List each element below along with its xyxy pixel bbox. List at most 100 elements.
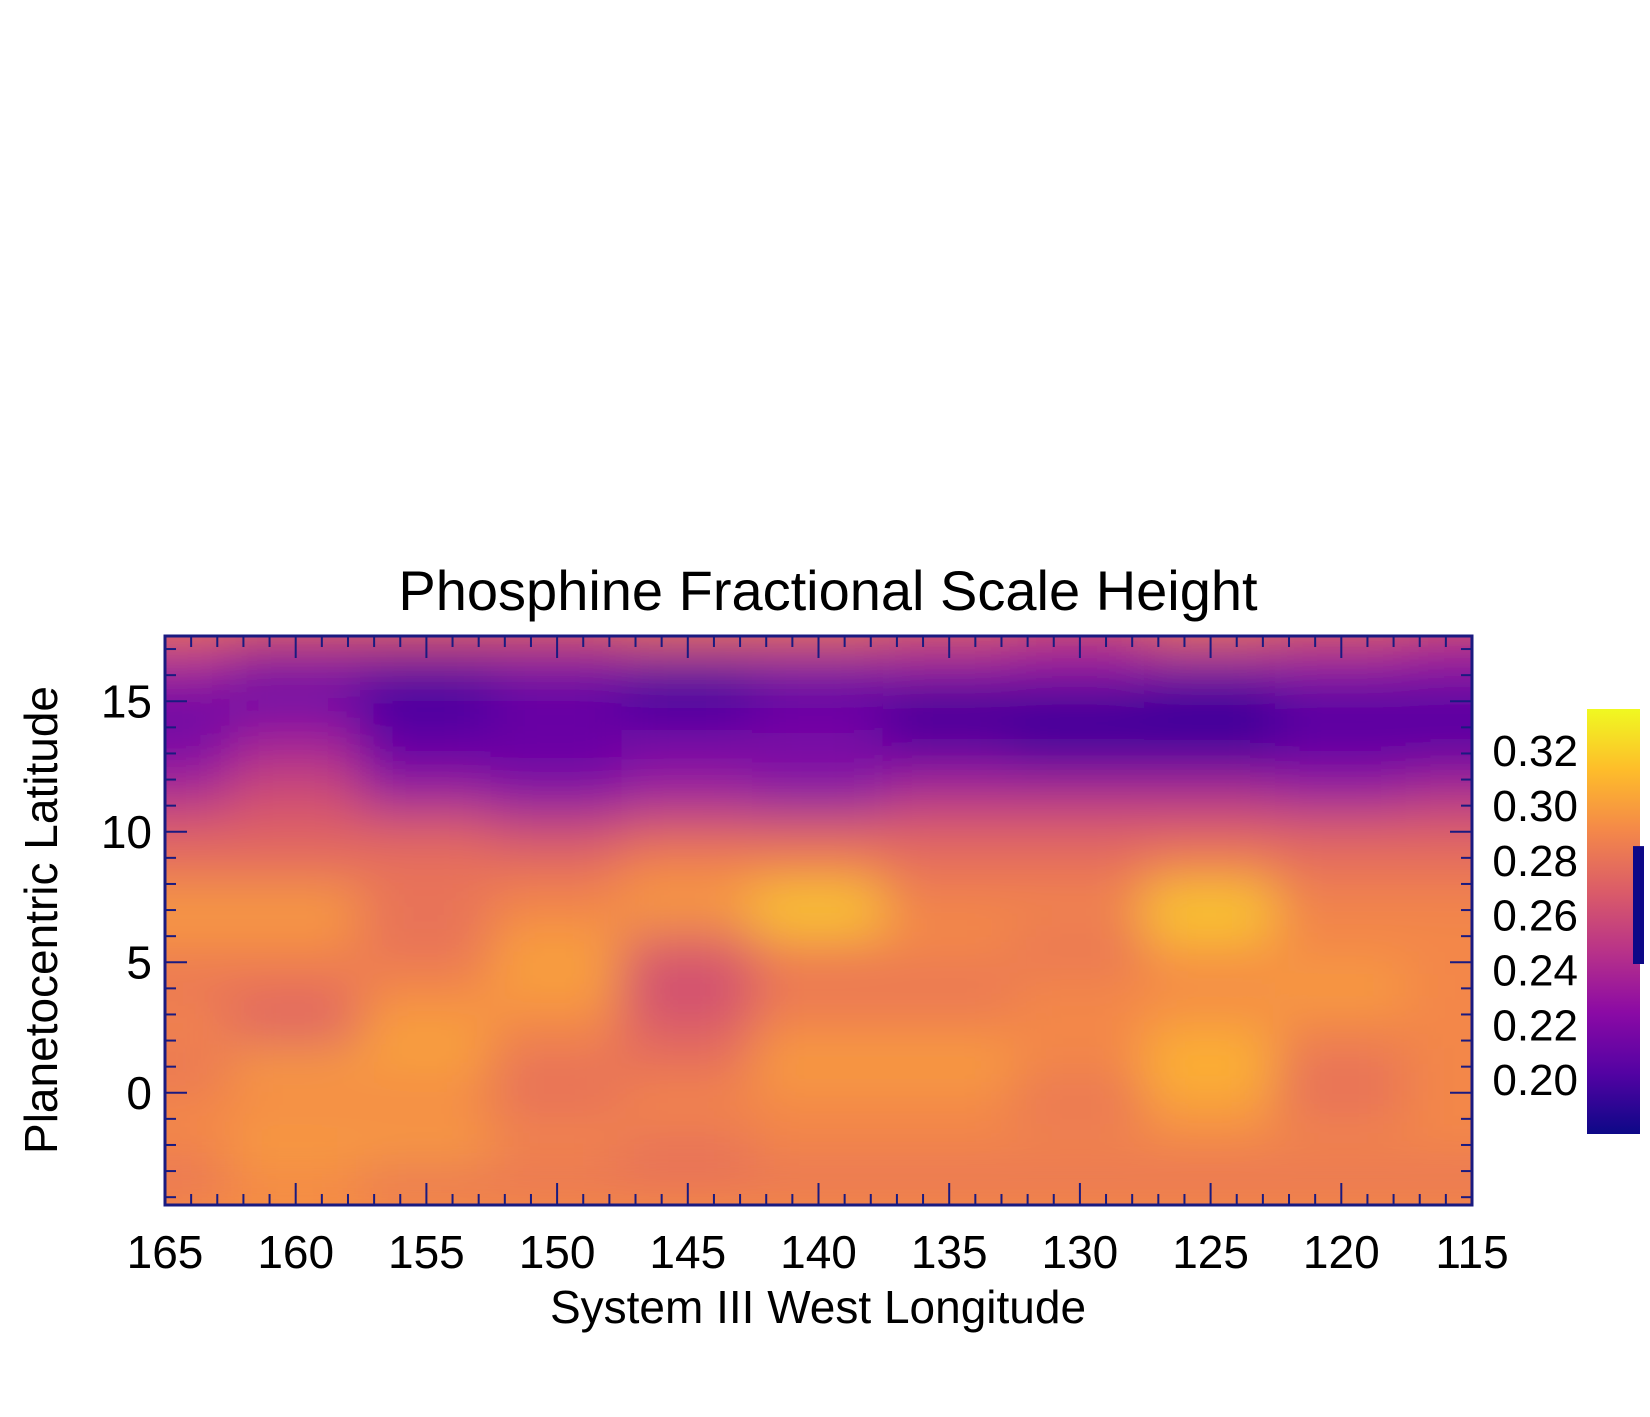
heatmap-cell <box>360 928 493 970</box>
heatmap-cell <box>621 850 755 892</box>
colorbar-tick-label: 0.24 <box>1492 946 1578 995</box>
heatmap-cell <box>165 732 232 775</box>
x-tick-label: 140 <box>780 1226 857 1278</box>
heatmap-cell <box>1013 693 1147 735</box>
heatmap-cell <box>1144 654 1277 696</box>
heatmap-cell <box>1405 732 1472 775</box>
colorbar-marker <box>1633 846 1644 964</box>
colorbar-tick-label: 0.20 <box>1492 1056 1578 1105</box>
heatmap-cell <box>752 928 885 970</box>
colorbar: 0.32 0.30 0.28 0.26 0.24 0.22 0.20 <box>1492 709 1644 1134</box>
heatmap-cell <box>1013 850 1147 892</box>
heatmap-cell <box>1405 1124 1472 1166</box>
heatmap-cell <box>1013 811 1147 853</box>
heatmap-cell <box>360 889 493 931</box>
heatmap-cell <box>1013 1046 1147 1088</box>
heatmap-cell <box>360 1006 493 1049</box>
y-tick-label: 0 <box>126 1067 152 1119</box>
heatmap-cell <box>621 1006 755 1049</box>
heatmap-cell <box>1144 811 1277 853</box>
heatmap-cell <box>1405 889 1472 931</box>
heatmap-cell <box>229 1124 363 1166</box>
heatmap-cell <box>882 1124 1016 1166</box>
heatmap-cell <box>882 732 1016 775</box>
heatmap-cell <box>1013 772 1147 814</box>
heatmap-cell <box>1405 654 1472 696</box>
heatmap-cell <box>1274 1124 1408 1166</box>
heatmap-cell <box>1013 967 1147 1009</box>
heatmap-cell <box>752 967 885 1009</box>
heatmap-cell <box>882 693 1016 735</box>
heatmap-cell <box>882 1085 1016 1127</box>
heatmap-cell <box>1144 772 1277 814</box>
heatmap-cell <box>490 693 624 735</box>
heatmap-cell <box>621 928 755 970</box>
heatmap-cell <box>229 1046 363 1088</box>
x-tick-label: 115 <box>1435 1226 1508 1278</box>
heatmap-cell <box>1405 636 1472 657</box>
heatmap-cell <box>752 889 885 931</box>
heatmap-cell <box>360 967 493 1009</box>
x-tick-label: 165 <box>127 1226 204 1278</box>
heatmap-cell <box>360 1124 493 1166</box>
heatmap-cell <box>1013 654 1147 696</box>
heatmap-cell <box>1274 732 1408 775</box>
heatmap-cell <box>229 967 363 1009</box>
heatmap-cell <box>490 889 624 931</box>
heatmap-cell <box>490 1046 624 1088</box>
heatmap-cell <box>1013 928 1147 970</box>
heatmap-cell <box>752 1046 885 1088</box>
heatmap-cell <box>1013 732 1147 775</box>
heatmap-cell <box>621 967 755 1009</box>
heatmap-cell <box>1013 889 1147 931</box>
colorbar-gradient <box>1587 709 1640 1134</box>
heatmap-cell <box>882 772 1016 814</box>
heatmap-cell <box>165 889 232 931</box>
heatmap-cell <box>229 928 363 970</box>
heatmap-cell <box>621 732 755 775</box>
heatmap-cell <box>621 1124 755 1166</box>
heatmap-cell <box>360 811 493 853</box>
heatmap-cell <box>490 967 624 1009</box>
heatmap-cell <box>360 654 493 696</box>
heatmap-cell <box>360 1085 493 1127</box>
x-axis-tick-labels: 165 160 155 150 145 140 135 130 125 120 115 <box>127 1226 1509 1278</box>
y-axis-label: Planetocentric Latitude <box>15 686 67 1154</box>
heatmap-cell <box>752 850 885 892</box>
colorbar-tick-label: 0.30 <box>1492 782 1578 831</box>
heatmap-cell <box>1144 732 1277 775</box>
heatmap-cell <box>229 732 363 775</box>
x-tick-label: 120 <box>1303 1226 1380 1278</box>
heatmap-cell <box>1144 889 1277 931</box>
heatmap-cell <box>882 1046 1016 1088</box>
heatmap-cell <box>229 1085 363 1127</box>
heatmap-cell <box>1274 693 1408 735</box>
heatmap-cell <box>165 850 232 892</box>
colorbar-tick-label: 0.22 <box>1492 1001 1578 1050</box>
y-axis-ticks <box>165 648 1472 1199</box>
heatmap-cells <box>165 636 1472 1205</box>
x-tick-label: 130 <box>1042 1226 1119 1278</box>
heatmap-cell <box>621 889 755 931</box>
heatmap-cell <box>1405 850 1472 892</box>
heatmap-cell <box>1144 1085 1277 1127</box>
heatmap-cell <box>752 772 885 814</box>
heatmap-cell <box>1274 1085 1408 1127</box>
heatmap-cell <box>752 1006 885 1049</box>
heatmap-cell <box>360 732 493 775</box>
heatmap-cell <box>752 1085 885 1127</box>
heatmap-cell <box>490 654 624 696</box>
heatmap-cell <box>165 967 232 1009</box>
heatmap-cell <box>1405 967 1472 1009</box>
heatmap-cell <box>229 850 363 892</box>
heatmap-cell <box>229 811 363 853</box>
heatmap-cell <box>882 928 1016 970</box>
heatmap <box>165 636 1472 1205</box>
colorbar-tick-label: 0.26 <box>1492 892 1578 941</box>
heatmap-cell <box>490 1006 624 1049</box>
colorbar-tick-label: 0.32 <box>1492 727 1578 776</box>
heatmap-cell <box>165 1163 232 1205</box>
heatmap-cell <box>229 693 363 735</box>
heatmap-cell <box>882 1006 1016 1049</box>
heatmap-cell <box>229 889 363 931</box>
